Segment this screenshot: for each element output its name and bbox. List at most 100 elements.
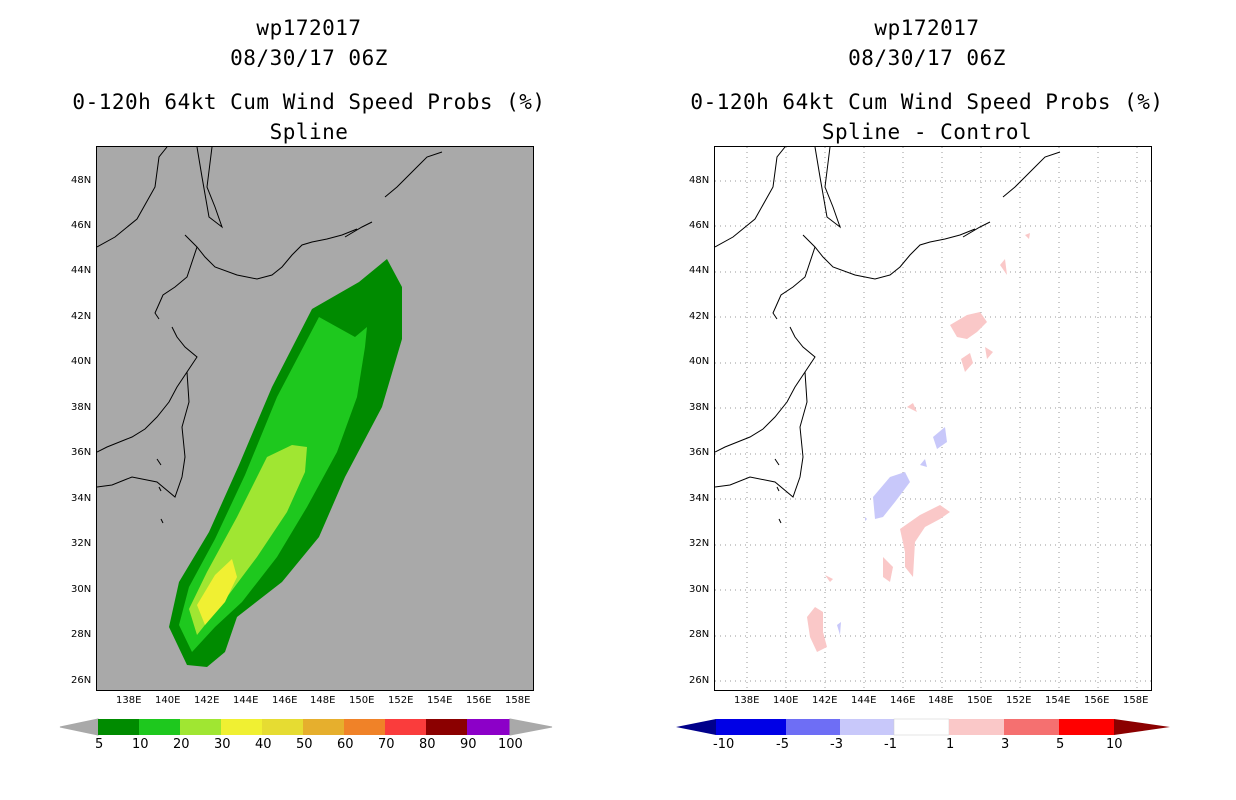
colorbar-label: -1 — [884, 737, 897, 752]
lat-label: 38N — [689, 402, 710, 413]
lat-label: 28N — [689, 629, 710, 640]
grid-lines — [715, 147, 1151, 690]
colorbar-swatch — [385, 719, 426, 735]
lon-label: 158E — [1123, 695, 1149, 706]
lat-label: 48N — [689, 175, 710, 186]
lon-label: 158E — [505, 695, 531, 706]
colorbar-label: 90 — [460, 737, 477, 752]
lat-label: 40N — [71, 356, 92, 367]
colorbar-label: 70 — [378, 737, 395, 752]
lon-label: 154E — [1045, 695, 1071, 706]
lon-label: 148E — [310, 695, 336, 706]
lat-label: 28N — [71, 629, 92, 640]
lon-label: 144E — [233, 695, 259, 706]
lon-label: 142E — [812, 695, 838, 706]
lon-label: 144E — [851, 695, 877, 706]
colorbar-swatch — [786, 719, 840, 735]
colorbar-label: 5 — [95, 737, 104, 752]
colorbar-swatch — [344, 719, 385, 735]
lat-label: 38N — [71, 402, 92, 413]
colorbar-label: -3 — [830, 737, 843, 752]
lat-label: 44N — [71, 265, 92, 276]
lat-label: 42N — [71, 311, 92, 322]
colorbar-swatch — [716, 719, 786, 735]
lon-label: 140E — [773, 695, 799, 706]
lat-label: 32N — [689, 538, 710, 549]
colorbar-label: 100 — [498, 737, 523, 752]
colorbar-swatch — [840, 719, 894, 735]
colorbar-swatch — [467, 719, 510, 735]
lon-label: 142E — [194, 695, 220, 706]
left-title: 0-120h 64kt Cum Wind Speed Probs (%) — [72, 90, 546, 114]
colorbar-swatch — [1059, 719, 1114, 735]
lat-label: 36N — [689, 447, 710, 458]
colorbar-over-triangle — [1114, 719, 1170, 735]
colorbar-swatch — [262, 719, 303, 735]
lat-label: 26N — [71, 675, 92, 686]
left-map — [96, 146, 534, 691]
lon-label: 150E — [967, 695, 993, 706]
lat-label: 32N — [71, 538, 92, 549]
lon-label: 154E — [427, 695, 453, 706]
colorbar-swatch — [98, 719, 139, 735]
colorbar-swatch — [949, 719, 1004, 735]
lat-label: 46N — [689, 220, 710, 231]
lat-label: 44N — [689, 265, 710, 276]
coastline — [715, 147, 1061, 524]
colorbar-swatch — [1004, 719, 1059, 735]
prob-contour-30 — [197, 559, 237, 625]
colorbar-under-triangle — [676, 719, 716, 735]
colorbar-label: 5 — [1056, 737, 1065, 752]
lat-label: 26N — [689, 675, 710, 686]
lon-label: 152E — [388, 695, 414, 706]
left-storm-id: wp172017 — [256, 16, 362, 40]
lat-label: 34N — [689, 493, 710, 504]
colorbar-label: 20 — [173, 737, 190, 752]
colorbar-label: 10 — [132, 737, 149, 752]
lon-label: 146E — [272, 695, 298, 706]
lat-label: 42N — [689, 311, 710, 322]
colorbar-label: 3 — [1001, 737, 1010, 752]
colorbar-swatch — [893, 718, 950, 736]
right-colorbar — [676, 718, 1170, 736]
lat-label: 48N — [71, 175, 92, 186]
colorbar-label: 40 — [255, 737, 272, 752]
colorbar-swatch — [139, 719, 180, 735]
lon-label: 156E — [1084, 695, 1110, 706]
left-datetime: 08/30/17 06Z — [230, 46, 388, 70]
colorbar-swatch — [180, 719, 221, 735]
left-panel: wp172017 08/30/17 06Z 0-120h 64kt Cum Wi… — [59, 16, 553, 752]
coastline — [97, 147, 443, 524]
lat-label: 34N — [71, 493, 92, 504]
colorbar-over-triangle — [509, 718, 553, 736]
colorbar-label: 30 — [214, 737, 231, 752]
diff-negative — [837, 427, 947, 635]
lon-label: 152E — [1006, 695, 1032, 706]
left-subtitle: Spline — [269, 120, 349, 144]
lat-label: 30N — [689, 584, 710, 595]
colorbar-label: 60 — [337, 737, 354, 752]
lat-label: 46N — [71, 220, 92, 231]
lon-label: 140E — [155, 695, 181, 706]
lon-label: 146E — [890, 695, 916, 706]
colorbar-swatch — [426, 719, 467, 735]
lon-label: 138E — [116, 695, 142, 706]
diff-positive — [807, 233, 1030, 652]
lon-label: 150E — [349, 695, 375, 706]
right-subtitle: Spline - Control — [821, 120, 1033, 144]
left-colorbar — [59, 718, 553, 736]
colorbar-label: 80 — [419, 737, 436, 752]
colorbar-label: -5 — [776, 737, 789, 752]
right-datetime: 08/30/17 06Z — [848, 46, 1006, 70]
colorbar-swatch — [303, 719, 344, 735]
right-panel: wp172017 08/30/17 06Z 0-120h 64kt Cum Wi… — [618, 0, 1236, 800]
lon-label: 156E — [466, 695, 492, 706]
lat-label: 40N — [689, 356, 710, 367]
lat-label: 30N — [71, 584, 92, 595]
lat-label: 36N — [71, 447, 92, 458]
colorbar-label: 50 — [296, 737, 313, 752]
colorbar-under-triangle — [59, 718, 99, 736]
lon-label: 148E — [928, 695, 954, 706]
right-map — [714, 146, 1152, 691]
colorbar-label: 1 — [946, 737, 955, 752]
